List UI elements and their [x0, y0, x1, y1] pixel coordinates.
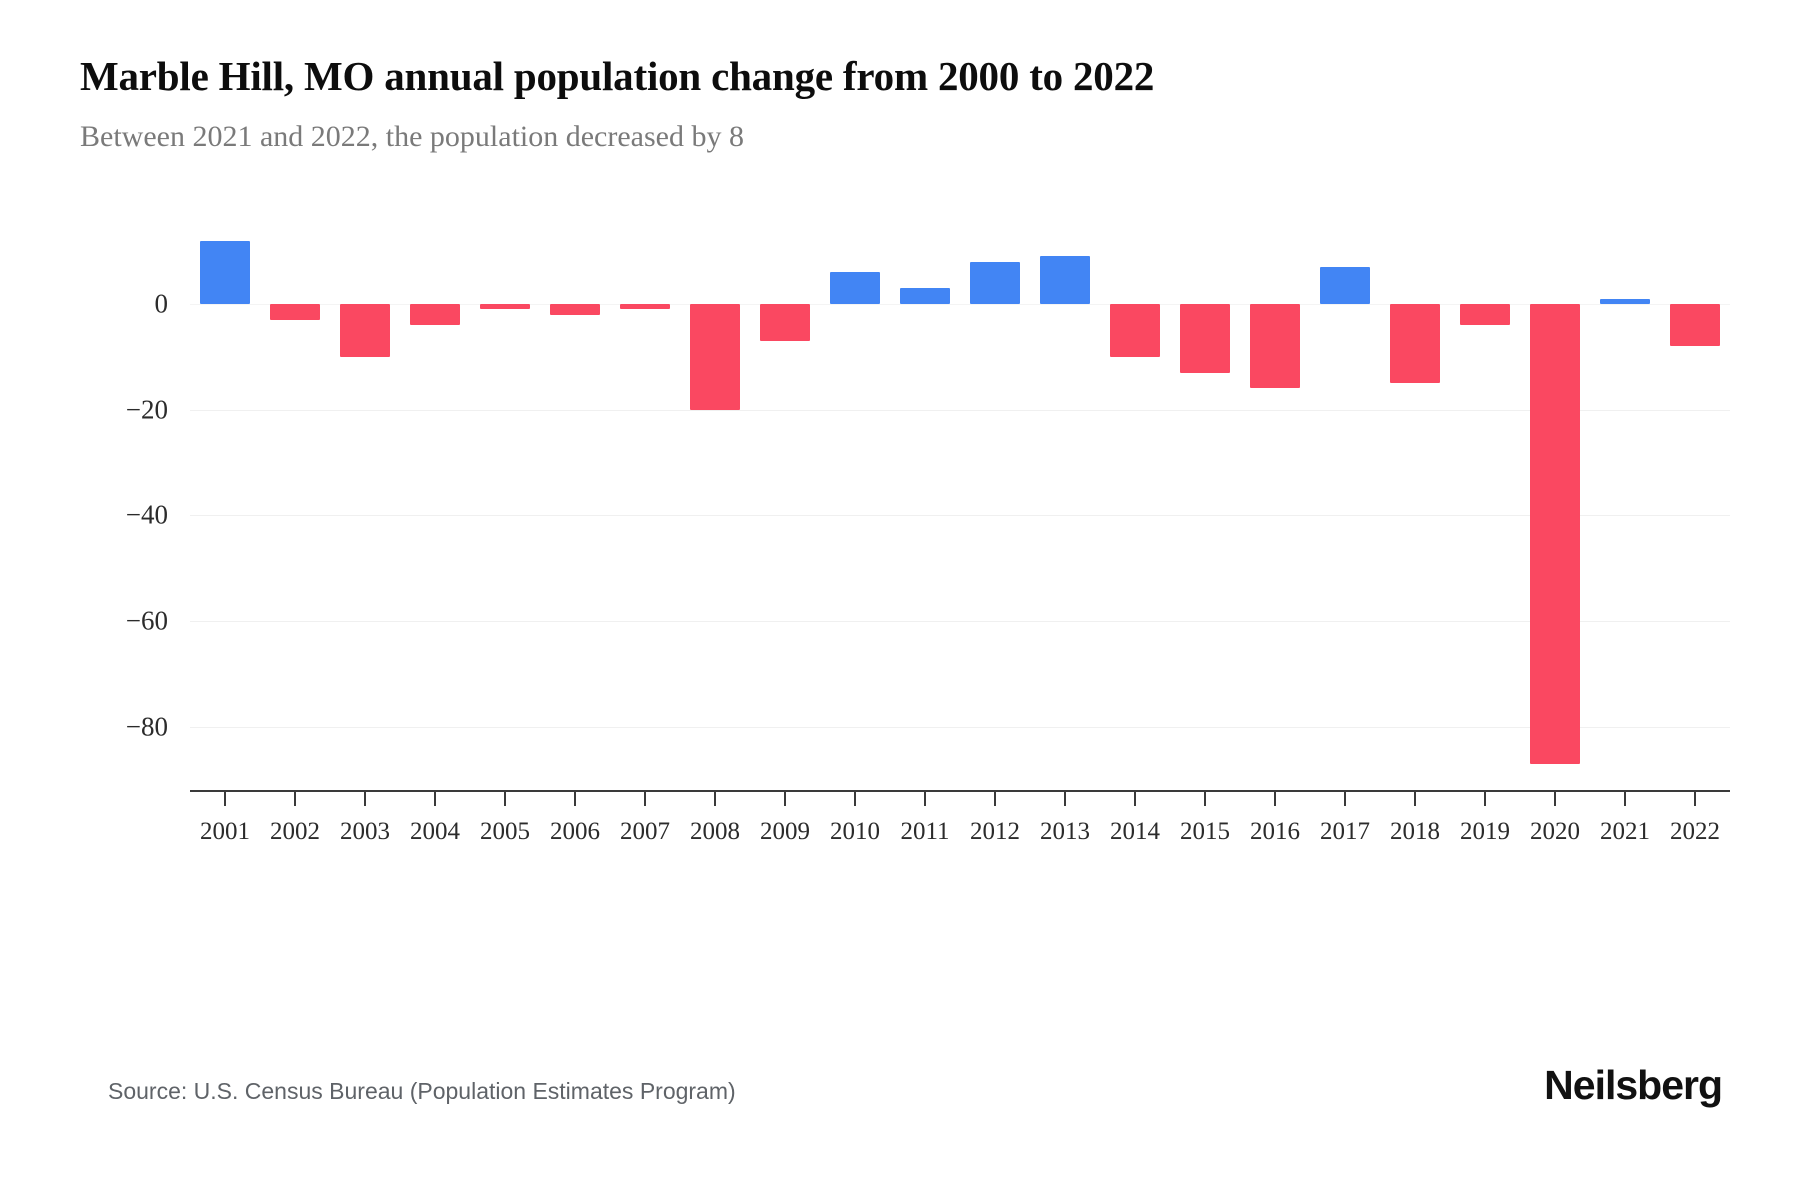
brand-logo: Neilsberg	[1544, 1062, 1723, 1108]
bar-2008[interactable]	[689, 303, 741, 410]
x-tick	[364, 790, 366, 806]
x-tick	[644, 790, 646, 806]
source-note: Source: U.S. Census Bureau (Population E…	[108, 1078, 736, 1104]
y-tick-label: −60	[125, 605, 168, 636]
bar-2003[interactable]	[339, 303, 391, 357]
x-tick	[294, 790, 296, 806]
x-tick	[994, 790, 996, 806]
bar-2022[interactable]	[1669, 303, 1721, 347]
x-tick	[1064, 790, 1066, 806]
bar-2014[interactable]	[1109, 303, 1161, 357]
x-tick-label: 2009	[760, 818, 810, 845]
gridline	[190, 409, 1730, 411]
x-tick	[1554, 790, 1556, 806]
x-tick-label: 2017	[1320, 818, 1370, 845]
x-tick-label: 2003	[340, 818, 390, 845]
x-tick-label: 2018	[1390, 818, 1440, 845]
bar-2013[interactable]	[1039, 256, 1091, 304]
x-tick	[924, 790, 926, 806]
x-axis-line	[190, 790, 1730, 792]
gridline	[190, 726, 1730, 728]
x-tick-label: 2014	[1110, 818, 1160, 845]
bar-2007[interactable]	[619, 303, 671, 310]
x-tick-label: 2011	[900, 818, 950, 845]
bar-2004[interactable]	[409, 303, 461, 326]
x-tick-label: 2007	[620, 818, 670, 845]
x-tick	[1624, 790, 1626, 806]
y-tick-label: −40	[125, 499, 168, 530]
x-tick-label: 2008	[690, 818, 740, 845]
plot-area	[190, 230, 1730, 790]
x-tick	[1134, 790, 1136, 806]
bar-2011[interactable]	[899, 288, 951, 304]
x-tick	[1274, 790, 1276, 806]
x-tick-label: 2010	[830, 818, 880, 845]
x-tick-label: 2021	[1600, 818, 1650, 845]
x-tick	[1484, 790, 1486, 806]
bar-2002[interactable]	[269, 303, 321, 320]
x-tick	[574, 790, 576, 806]
x-tick-label: 2012	[970, 818, 1020, 845]
x-tick	[434, 790, 436, 806]
x-tick-label: 2002	[270, 818, 320, 845]
bar-2006[interactable]	[549, 303, 601, 315]
x-tick	[1204, 790, 1206, 806]
x-tick	[854, 790, 856, 806]
y-tick-label: −20	[125, 394, 168, 425]
bar-series	[190, 230, 1730, 790]
bar-2018[interactable]	[1389, 303, 1441, 384]
gridline	[190, 303, 1730, 305]
x-tick-label: 2019	[1460, 818, 1510, 845]
bar-2015[interactable]	[1179, 303, 1231, 373]
x-tick	[224, 790, 226, 806]
bar-2019[interactable]	[1459, 303, 1511, 326]
chart-title: Marble Hill, MO annual population change…	[80, 53, 1155, 99]
x-tick	[1694, 790, 1696, 806]
bar-2021[interactable]	[1599, 298, 1651, 304]
y-tick-label: 0	[154, 288, 169, 319]
x-tick	[714, 790, 716, 806]
x-tick-label: 2004	[410, 818, 460, 845]
bar-2010[interactable]	[829, 272, 881, 304]
x-tick-label: 2022	[1670, 818, 1720, 845]
x-tick	[784, 790, 786, 806]
bar-2001[interactable]	[199, 240, 251, 304]
bar-2005[interactable]	[479, 303, 531, 310]
x-tick-label: 2020	[1530, 818, 1580, 845]
x-tick	[504, 790, 506, 806]
bar-2009[interactable]	[759, 303, 811, 341]
x-tick-label: 2015	[1180, 818, 1230, 845]
x-tick	[1414, 790, 1416, 806]
bar-2017[interactable]	[1319, 266, 1371, 304]
gridline	[190, 515, 1730, 517]
x-tick-label: 2006	[550, 818, 600, 845]
x-tick-label: 2001	[200, 818, 250, 845]
x-tick	[1344, 790, 1346, 806]
gridline	[190, 620, 1730, 622]
chart-subtitle: Between 2021 and 2022, the population de…	[80, 120, 744, 153]
bar-2012[interactable]	[969, 261, 1021, 304]
bar-2016[interactable]	[1249, 303, 1301, 389]
x-tick-label: 2016	[1250, 818, 1300, 845]
x-tick-label: 2013	[1040, 818, 1090, 845]
y-tick-label: −80	[125, 711, 168, 742]
bar-2020[interactable]	[1529, 303, 1581, 764]
x-tick-label: 2005	[480, 818, 530, 845]
